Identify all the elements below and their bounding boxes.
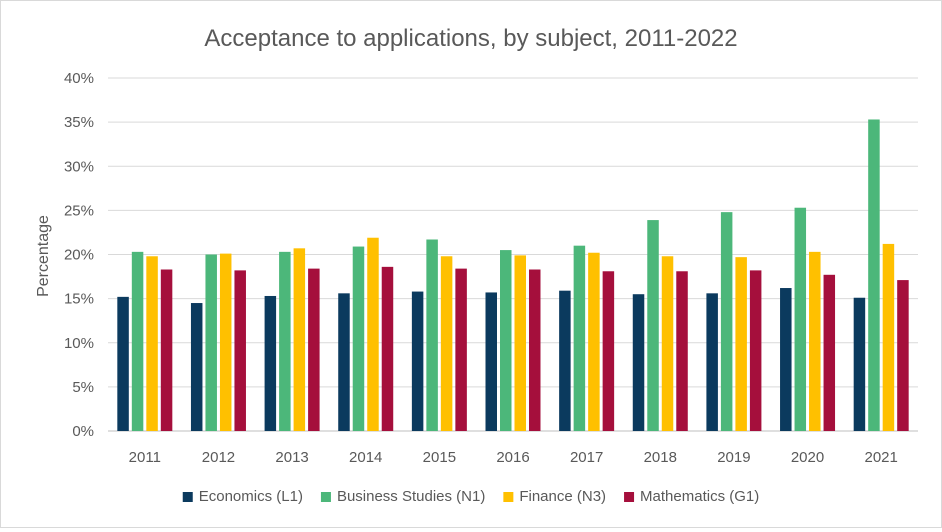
bar (749, 270, 762, 431)
bar (338, 293, 350, 431)
bar (160, 269, 173, 431)
bars (117, 119, 909, 431)
x-tick-label: 2011 (129, 449, 161, 466)
bar (308, 268, 320, 431)
y-axis-label: Percentage (35, 215, 52, 297)
x-tick-label: 2017 (570, 449, 603, 466)
legend-swatch (624, 492, 635, 502)
bar (205, 254, 217, 431)
y-tick-label: 40% (64, 70, 94, 87)
bar (706, 293, 718, 431)
y-tick-label: 30% (64, 158, 94, 175)
bar (588, 252, 600, 431)
bar (426, 239, 438, 431)
bar (735, 257, 747, 431)
bar (602, 271, 615, 431)
bar (868, 119, 880, 431)
legend-swatch (320, 492, 331, 502)
bar (500, 250, 512, 431)
legend: Economics (L1) Business Studies (N1) Finan… (182, 488, 759, 505)
legend-item: Finance (N3) (503, 488, 606, 505)
y-tick-label: 20% (64, 247, 94, 264)
x-tick-label: 2016 (496, 449, 529, 466)
legend-label: Finance (N3) (519, 488, 606, 505)
x-tick-label: 2020 (791, 449, 824, 466)
bar (514, 255, 526, 431)
bar (411, 291, 424, 431)
bar (234, 270, 246, 431)
x-tick-label: 2018 (644, 449, 677, 466)
legend-label: Business Studies (N1) (337, 488, 485, 505)
y-tick-label: 5% (72, 379, 94, 396)
bar (219, 253, 232, 431)
bar (882, 243, 895, 431)
x-tick-label: 2012 (202, 449, 235, 466)
legend-label: Mathematics (G1) (640, 488, 759, 505)
bar (809, 251, 821, 431)
bar (146, 256, 158, 431)
bar (352, 246, 365, 431)
bar (131, 251, 144, 431)
legend-item: Business Studies (N1) (320, 488, 485, 505)
bar (264, 295, 277, 431)
x-tick-label: 2015 (423, 449, 456, 466)
x-tick-label: 2014 (349, 449, 382, 466)
bar (780, 288, 792, 431)
x-tick-label: 2019 (717, 449, 750, 466)
legend-item: Mathematics (G1) (624, 488, 759, 505)
bar (440, 256, 453, 431)
x-tick-label: 2013 (275, 449, 308, 466)
bar (897, 280, 909, 431)
x-tick-label: 2021 (864, 449, 897, 466)
y-tick-label: 25% (64, 202, 94, 219)
y-axis-ticks: 0% 5% 10% 15% 20% 25% 30% 35% 40% (64, 70, 94, 440)
y-tick-label: 10% (64, 335, 94, 352)
bar (529, 269, 541, 431)
bar (485, 292, 497, 431)
chart-title: Acceptance to applications, by subject, … (204, 25, 737, 52)
y-tick-label: 15% (64, 291, 94, 308)
bar (293, 248, 306, 431)
bar (853, 297, 866, 431)
bar (823, 274, 836, 431)
y-tick-label: 35% (64, 114, 94, 131)
bar (559, 290, 571, 431)
bar (661, 256, 674, 431)
y-tick-label: 0% (72, 423, 94, 440)
bar (794, 207, 807, 431)
bar (367, 237, 379, 431)
bar (632, 294, 645, 431)
bar (455, 268, 467, 431)
x-axis-ticks: 2011 2012 2013 2014 2015 2016 2017 2018 2019 2020… (129, 449, 898, 466)
bar (676, 271, 688, 431)
bar (647, 220, 659, 431)
legend-swatch (503, 492, 514, 502)
bar (117, 296, 129, 431)
legend-item: Economics (L1) (182, 488, 303, 505)
bar (190, 303, 203, 431)
bar (381, 266, 394, 431)
legend-label: Economics (L1) (199, 488, 303, 505)
bar (573, 245, 586, 431)
bar (279, 251, 291, 431)
legend-swatch (182, 492, 193, 502)
bar (720, 212, 733, 431)
